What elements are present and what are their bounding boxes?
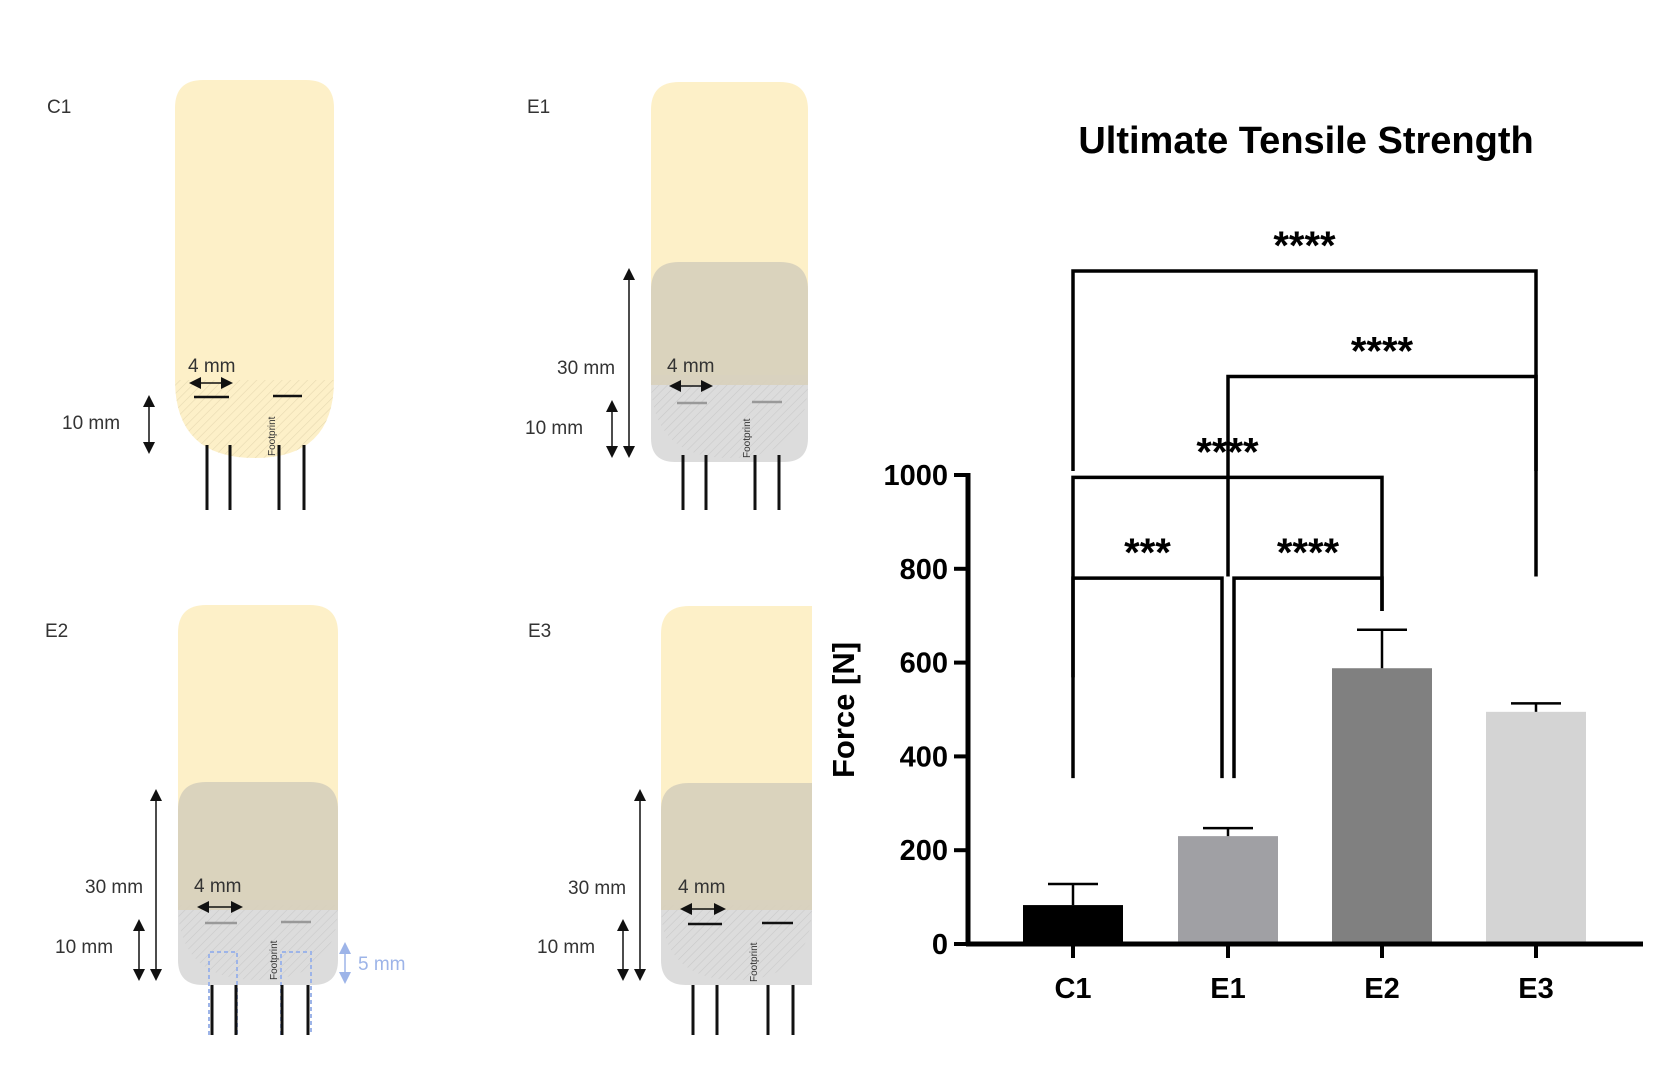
x-axis: C1 E1 E2 E3 — [966, 941, 1643, 1005]
diagram-e3: E3 4 mm 30 mm 10 mm Footprint — [528, 606, 812, 1035]
footprint-label: Footprint — [267, 416, 278, 456]
x-tick-label-e2: E2 — [1364, 973, 1399, 1005]
sleeve-overlap — [178, 782, 338, 910]
diagram-label-e1: E1 — [527, 97, 550, 118]
chart-title: Ultimate Tensile Strength — [1078, 120, 1533, 162]
x-tick-label-e3: E3 — [1518, 973, 1553, 1005]
dim-5mm-label: 5 mm — [358, 954, 406, 975]
significance-label: **** — [1273, 224, 1336, 268]
y-tick-label: 600 — [900, 648, 948, 680]
footprint-hatch — [651, 380, 808, 458]
significance-label: **** — [1351, 330, 1414, 374]
diagram-label-c1: C1 — [47, 97, 71, 118]
bar-c1 — [1023, 905, 1123, 944]
significance-brackets: *** **************** — [1071, 224, 1538, 779]
graft-body — [175, 80, 334, 380]
significance-bracket — [1071, 576, 1224, 779]
diagram-c1: C1 4 mm 10 mm Footprint — [47, 80, 334, 510]
tunnel-outline-right — [280, 951, 312, 1035]
bar-e2 — [1332, 668, 1432, 944]
x-tick-label-c1: C1 — [1054, 973, 1091, 1005]
footprint-label: Footprint — [269, 940, 280, 980]
x-tick-label-e1: E1 — [1210, 973, 1245, 1005]
bar-chart: Ultimate Tensile Strength Force [N] 0 200… — [826, 120, 1643, 1005]
dim-10mm-label: 10 mm — [537, 937, 595, 958]
dim-10mm-label: 10 mm — [525, 418, 583, 439]
y-tick-label: 1000 — [883, 460, 948, 492]
width-label: 4 mm — [188, 356, 236, 377]
y-axis: 0 200 400 600 800 1000 — [883, 460, 971, 961]
dim-30mm-label: 30 mm — [85, 877, 143, 898]
footprint-hatch — [175, 380, 334, 458]
bars — [1023, 628, 1586, 944]
diagram-e1: E1 4 mm 30 mm 10 mm Footprint — [525, 82, 808, 510]
y-axis-label: Force [N] — [826, 642, 861, 778]
bar-e3 — [1486, 711, 1586, 944]
footprint-label: Footprint — [749, 942, 760, 982]
y-tick-label: 400 — [900, 741, 948, 773]
significance-bracket — [1071, 269, 1538, 471]
footprint-label: Footprint — [742, 418, 753, 458]
dim-30mm-label: 30 mm — [568, 878, 626, 899]
significance-label: *** — [1124, 531, 1171, 575]
significance-bracket — [1226, 374, 1538, 577]
width-label: 4 mm — [678, 877, 726, 898]
diagram-label-e2: E2 — [45, 621, 68, 642]
sleeve-overlap — [651, 262, 808, 385]
width-label: 4 mm — [667, 356, 715, 377]
diagram-e2: E2 4 mm 30 mm 10 mm Footprint 5 mm — [45, 605, 406, 1035]
diagram-label-e3: E3 — [528, 621, 551, 642]
y-tick-label: 200 — [900, 835, 948, 867]
dim-10mm-label: 10 mm — [55, 937, 113, 958]
y-tick-label: 800 — [900, 554, 948, 586]
significance-label: **** — [1277, 531, 1340, 575]
dim-10mm-label: 10 mm — [62, 413, 120, 434]
width-label: 4 mm — [194, 876, 242, 897]
y-tick-label: 0 — [932, 929, 948, 961]
sleeve-overlap — [661, 783, 812, 910]
bar-e1 — [1178, 836, 1278, 944]
dim-30mm-label: 30 mm — [557, 358, 615, 379]
